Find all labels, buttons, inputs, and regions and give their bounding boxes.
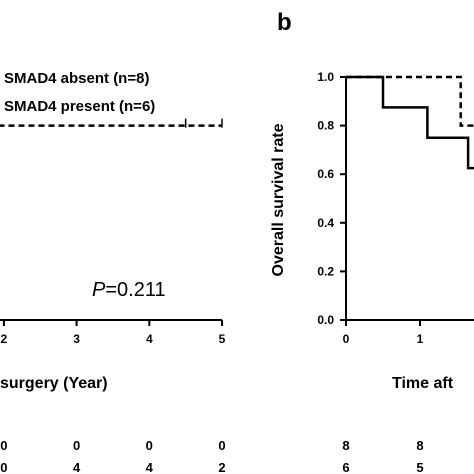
panel-b-risk-present-cell: 6 (342, 460, 349, 474)
panel-a-risk-present-cell: 4 (73, 460, 81, 474)
panel-b-y-tick-label: 0.2 (317, 264, 334, 278)
panel-a-risk-absent-cell: 0 (146, 438, 153, 453)
panel-a-legend: SMAD4 absent (n=8) SMAD4 present (n=6) (4, 70, 155, 115)
panel-b-risk-absent-cell: 8 (342, 438, 349, 453)
panel-b-y-ticks: 0.0 0.2 0.4 0.6 0.8 1.0 (317, 70, 346, 327)
panel-a-risk-table: 0 0 0 0 0 4 4 2 (0, 438, 225, 474)
legend-absent-label: SMAD4 absent (n=8) (4, 70, 149, 87)
legend-present-label: SMAD4 present (n=6) (4, 98, 155, 115)
panel-a-x-tick-label: 3 (73, 332, 80, 346)
panel-b-risk-present-cell: 5 (416, 460, 423, 474)
panel-b-y-axis-title: Overall survival rate (270, 123, 287, 276)
panel-a-risk-present-cell: 4 (146, 460, 154, 474)
panel-a-x-tick-label: 2 (1, 332, 8, 346)
panel-a-risk-absent-cell: 0 (218, 438, 225, 453)
panel-a-series (0, 118, 223, 128)
panel-a-risk-absent-cell: 0 (73, 438, 80, 453)
panel-b-y-tick-label: 0.0 (317, 313, 334, 327)
panel-a-risk-present-cell: 0 (0, 460, 7, 474)
panel-b-risk-table: 8 8 6 5 (342, 438, 423, 474)
panel-b-y-tick-label: 1.0 (317, 70, 334, 84)
panel-a: SMAD4 absent (n=8) SMAD4 present (n=6) 2… (0, 70, 226, 474)
panel-b-x-axis-title: Time aft (392, 375, 454, 392)
panel-b-risk-absent-cell: 8 (416, 438, 423, 453)
panel-b-x-tick-label: 0 (343, 332, 350, 346)
panel-b-y-tick-label: 0.6 (317, 167, 334, 181)
panel-b-series-line-1 (346, 75, 474, 127)
p-value-label: P=0.211 (92, 279, 166, 301)
panel-a-risk-present-cell: 2 (218, 460, 225, 474)
panel-a-x-tick-label: 5 (219, 332, 226, 346)
panel-b-y-tick-label: 0.8 (317, 119, 334, 133)
panel-b-series-line-0 (346, 75, 474, 170)
panel-a-risk-absent-cell: 0 (0, 438, 7, 453)
panel-b-label: b (277, 9, 292, 36)
panel-b-y-tick-label: 0.4 (317, 216, 334, 230)
p-value-italic: P (92, 279, 106, 301)
panel-b-series (346, 75, 474, 170)
p-value-number: =0.211 (105, 279, 165, 301)
panel-a-x-tick-label: 4 (146, 332, 153, 346)
panel-b-x-tick-label: 1 (417, 332, 424, 346)
panel-a-x-axis-title: surgery (Year) (0, 375, 108, 392)
panel-a-x-ticks: 2 3 4 5 (1, 320, 226, 346)
panel-b: b Overall survival rate 0.0 0.2 0.4 0.6 0.8 1… (270, 9, 474, 474)
